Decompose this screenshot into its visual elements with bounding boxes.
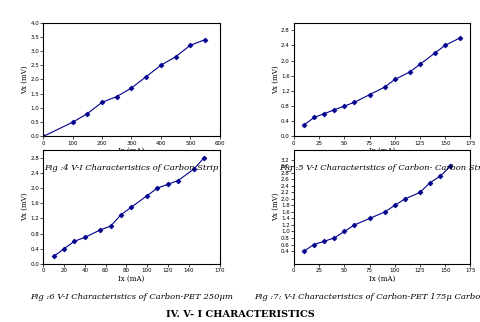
Y-axis label: Vx (mV): Vx (mV) (21, 65, 29, 94)
Text: Fig :5 V-I Characteristics of Carbon- Carbon Stri: Fig :5 V-I Characteristics of Carbon- Ca… (279, 164, 480, 172)
X-axis label: Ix (mA): Ix (mA) (369, 275, 395, 283)
Text: Fig :6 V-I Characteristics of Carbon-PET 250μm: Fig :6 V-I Characteristics of Carbon-PET… (30, 293, 233, 301)
Y-axis label: Vx (mV): Vx (mV) (272, 193, 279, 221)
Y-axis label: Vx (mV): Vx (mV) (21, 193, 29, 221)
Y-axis label: Vx (mV): Vx (mV) (272, 65, 279, 94)
X-axis label: Ix (mA): Ix (mA) (369, 147, 395, 155)
X-axis label: Ix (mA): Ix (mA) (119, 147, 144, 155)
X-axis label: Ix (mA): Ix (mA) (119, 275, 144, 283)
Text: IV. V- I CHARACTERISTICS: IV. V- I CHARACTERISTICS (166, 310, 314, 319)
Text: Fig :4 V-I Characteristics of Carbon Strip: Fig :4 V-I Characteristics of Carbon Str… (44, 164, 218, 172)
Text: Fig :7: V-I Characteristics of Carbon-PET 175μ Carbon Strip: Fig :7: V-I Characteristics of Carbon-PE… (254, 293, 480, 301)
